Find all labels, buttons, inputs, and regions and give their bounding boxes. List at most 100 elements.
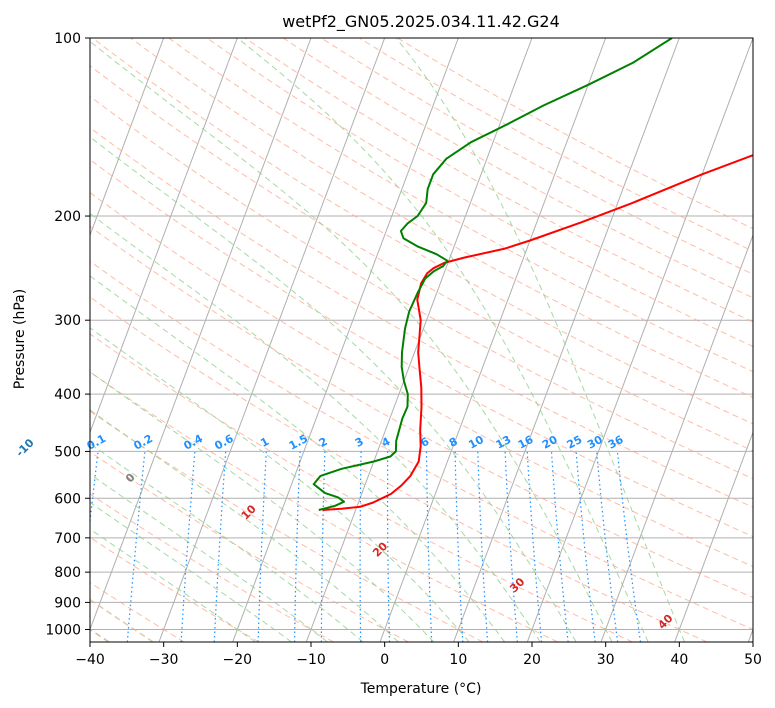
mixing-ratio-label: 10 xyxy=(466,433,486,452)
isotherm-line xyxy=(526,38,753,642)
line-labels: 0.10.20.40.611.52346810131620253036-100-… xyxy=(13,432,675,632)
mixing-ratio-label: 20 xyxy=(540,433,560,452)
mixing-ratio-label: 36 xyxy=(606,433,626,452)
dry-adiabat-line xyxy=(244,38,753,323)
mixing-ratio-line xyxy=(616,451,642,642)
mixing-ratio-line xyxy=(504,451,518,642)
isotherm-line xyxy=(747,628,753,642)
adiabat-label: 0 xyxy=(123,471,138,486)
adiabat-label: 30 xyxy=(507,575,527,595)
moist-adiabat-line xyxy=(90,473,328,642)
mixing-ratio-line xyxy=(575,451,596,642)
y-axis-label: Pressure (hPa) xyxy=(12,289,28,389)
moist-adiabat-line xyxy=(90,136,577,642)
dry-adiabat-line xyxy=(90,333,633,642)
mixing-ratio-line xyxy=(387,451,391,642)
dry-adiabat-line xyxy=(90,225,753,599)
dry-adiabat-line xyxy=(206,38,753,348)
temperature-profile-line xyxy=(322,154,753,511)
dry-adiabat-line xyxy=(130,38,753,398)
mixing-ratio-line xyxy=(320,451,326,642)
mixing-ratio-line xyxy=(359,451,362,642)
y-tick-label: 300 xyxy=(54,313,81,329)
mixing-ratio-line xyxy=(596,451,619,642)
isotherm-line xyxy=(379,38,607,642)
mixing-ratio-label: 1.5 xyxy=(287,432,310,453)
dry-adiabat-line xyxy=(90,296,708,642)
x-tick-label: −20 xyxy=(223,652,253,668)
moist-adiabat-line xyxy=(90,40,613,642)
adiabat-label: 40 xyxy=(655,612,675,632)
moist-adiabat-line xyxy=(90,275,506,642)
x-tick-label: 10 xyxy=(449,652,467,668)
mixing-ratio-line xyxy=(126,451,146,642)
x-tick-label: 50 xyxy=(744,652,762,668)
isotherm-line xyxy=(232,38,459,642)
y-tick-label: 400 xyxy=(54,387,81,403)
x-tick-label: 0 xyxy=(380,652,389,668)
mixing-ratio-label: 0.6 xyxy=(212,432,236,453)
dry-adiabat-line xyxy=(90,260,753,630)
mixing-ratio-line xyxy=(550,451,569,642)
moist-adiabat-line xyxy=(90,443,364,642)
y-tick-label: 1000 xyxy=(45,622,81,638)
moist-adiabat-line xyxy=(90,371,435,642)
axes: −40 −30 −20 −10 0 10 20 30 40 5010020030040050060… xyxy=(45,31,762,668)
adiabat-label: 10 xyxy=(239,502,259,522)
mixing-ratio-line xyxy=(294,451,301,642)
mixing-ratio-label: 16 xyxy=(516,433,536,452)
mixing-ratio-label: 30 xyxy=(585,433,605,452)
mixing-ratio-label: 2 xyxy=(317,435,330,450)
mixing-ratio-label: 3 xyxy=(353,435,366,450)
mixing-ratio-label: 0.2 xyxy=(132,432,155,453)
moist-adiabat-line xyxy=(90,501,292,642)
mixing-ratio-line xyxy=(213,451,227,642)
x-axis-label: Temperature (°C) xyxy=(360,681,482,697)
isotherm-line xyxy=(90,38,238,434)
isotherm-line xyxy=(600,233,753,642)
dry-adiabat-line xyxy=(90,536,260,642)
x-tick-label: 40 xyxy=(670,652,688,668)
y-tick-label: 200 xyxy=(54,209,81,225)
mixing-ratio-label: 0.4 xyxy=(182,432,206,453)
x-tick-label: −40 xyxy=(75,652,105,668)
y-tick-label: 100 xyxy=(54,31,81,47)
dry-adiabat-line xyxy=(168,38,753,373)
x-tick-label: −10 xyxy=(296,652,326,668)
mixing-ratio-line xyxy=(477,451,489,642)
isotherm-line xyxy=(90,38,312,631)
dry-adiabat-line xyxy=(90,192,753,568)
mixing-ratio-line xyxy=(526,451,543,642)
isotherm-line xyxy=(90,38,165,237)
dry-adiabat-line xyxy=(90,451,409,642)
dry-adiabat-line xyxy=(282,38,753,299)
moist-adiabat-line xyxy=(90,212,541,642)
x-tick-label: 30 xyxy=(597,652,615,668)
moist-adiabat-line xyxy=(90,409,399,642)
mixing-ratio-line xyxy=(257,451,267,642)
y-tick-label: 800 xyxy=(54,565,81,581)
chart-title: wetPf2_GN05.2025.034.11.42.G24 xyxy=(282,12,560,32)
mixing-ratio-label: 25 xyxy=(565,433,585,452)
mixing-ratio-label: 13 xyxy=(494,433,514,452)
isotherm-line xyxy=(453,38,680,642)
x-tick-label: 20 xyxy=(523,652,541,668)
dry-adiabat-line xyxy=(359,38,753,252)
dry-adiabat-line xyxy=(397,38,753,230)
moist-adiabat-line xyxy=(90,327,470,642)
dry-adiabat-line xyxy=(90,493,334,642)
y-tick-label: 700 xyxy=(54,531,81,547)
isotherm-line xyxy=(158,38,386,642)
mixing-ratio-label: 0.1 xyxy=(85,432,108,453)
y-tick-label: 900 xyxy=(54,595,81,611)
background-lines xyxy=(90,38,753,642)
dry-adiabat-line xyxy=(90,126,753,508)
y-tick-label: 500 xyxy=(54,444,81,460)
plot-frame xyxy=(89,37,754,643)
dry-adiabat-line xyxy=(90,65,753,452)
dry-adiabat-line xyxy=(321,38,753,275)
mixing-ratio-label: 4 xyxy=(380,435,393,450)
mixing-ratio-label: 1 xyxy=(258,435,271,450)
dewpoint-profile-line xyxy=(312,38,673,511)
moist-adiabat-line xyxy=(395,38,685,642)
